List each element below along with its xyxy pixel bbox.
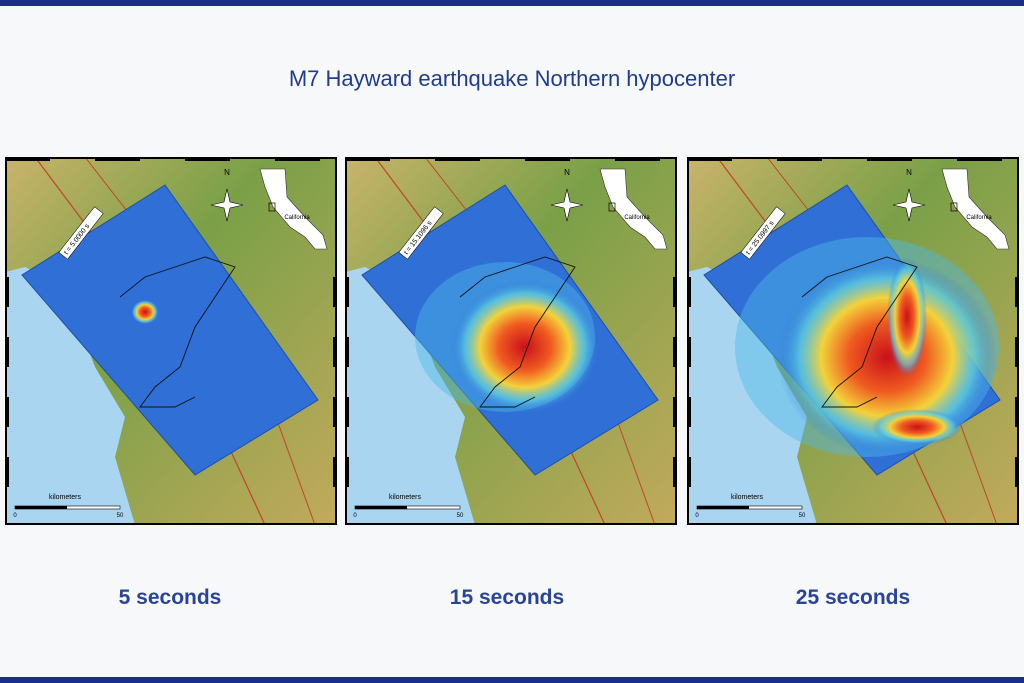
- frame-tick: [275, 157, 320, 161]
- scale-title: kilometers: [731, 494, 763, 501]
- shaking: [450, 279, 600, 415]
- frame-tick: [1015, 277, 1019, 307]
- frame-tick: [687, 277, 691, 307]
- state-label: California: [284, 215, 310, 221]
- scale-max: 50: [117, 513, 124, 519]
- frame-tick: [333, 277, 337, 307]
- top-bar: [0, 0, 1024, 6]
- frame-tick: [95, 157, 140, 161]
- ocean: [345, 267, 475, 525]
- time-label-box: [58, 206, 104, 260]
- frame-tick: [345, 157, 390, 161]
- frame-tick: [1015, 457, 1019, 487]
- frame-tick: [1015, 397, 1019, 427]
- frame-tick: [673, 277, 677, 307]
- scale-title: kilometers: [389, 494, 421, 501]
- frame-tick: [333, 337, 337, 367]
- frame-tick: [345, 397, 349, 427]
- scale-max: 50: [799, 513, 806, 519]
- frame-tick: [5, 397, 9, 427]
- map-panel: t = 5.0000 s N California kilometers 0 50: [5, 156, 337, 526]
- north-label: N: [564, 168, 570, 177]
- frame-tick: [687, 157, 732, 161]
- bottom-bar: [0, 677, 1024, 683]
- bay-outline: [119, 256, 236, 408]
- inset-box: [608, 202, 616, 212]
- scale-min: 0: [695, 513, 699, 519]
- frame-tick: [615, 157, 660, 161]
- frame-tick: [867, 157, 912, 161]
- frame-tick: [1015, 337, 1019, 367]
- frame-tick: [673, 397, 677, 427]
- frame-tick: [525, 157, 570, 161]
- shaking: [872, 409, 962, 445]
- state-label: California: [966, 215, 992, 221]
- state-label: California: [624, 215, 650, 221]
- scale-max: 50: [457, 513, 464, 519]
- california-inset: [941, 168, 1010, 250]
- caption: 5 seconds: [118, 586, 222, 609]
- california-inset: [259, 168, 328, 250]
- frame-tick: [345, 337, 349, 367]
- scale-min: 0: [13, 513, 17, 519]
- north-label: N: [224, 168, 230, 177]
- frame-tick: [673, 457, 677, 487]
- compass: [550, 188, 584, 222]
- inset-box: [950, 202, 958, 212]
- frame-tick: [5, 337, 9, 367]
- caption: 15 seconds: [449, 586, 565, 609]
- frame-tick: [185, 157, 230, 161]
- frame-tick: [333, 457, 337, 487]
- map-panel: t = 25.0997 s N California kilometers 0 50: [687, 156, 1019, 526]
- scale-bar: [15, 506, 67, 509]
- frame-tick: [957, 157, 1002, 161]
- shaking: [131, 299, 159, 325]
- frame-tick: [673, 337, 677, 367]
- scale-bar: [697, 506, 749, 509]
- title: M7 Hayward earthquake Northern hypocente…: [288, 66, 736, 91]
- inset-box: [268, 202, 276, 212]
- caption: 25 seconds: [795, 586, 911, 609]
- shaking: [777, 258, 997, 456]
- scale-title: kilometers: [49, 494, 81, 501]
- ocean: [687, 267, 817, 525]
- bay-outline: [801, 256, 918, 408]
- frame-tick: [5, 277, 9, 307]
- frame-tick: [687, 457, 691, 487]
- shaking: [887, 257, 927, 377]
- ocean: [5, 267, 135, 525]
- scale-min: 0: [353, 513, 357, 519]
- compass: [210, 188, 244, 222]
- frame-tick: [687, 397, 691, 427]
- north-label: N: [906, 168, 912, 177]
- frame-tick: [687, 337, 691, 367]
- frame-tick: [777, 157, 822, 161]
- frame-tick: [5, 457, 9, 487]
- frame-tick: [333, 397, 337, 427]
- frame-tick: [345, 457, 349, 487]
- bay-outline: [459, 256, 576, 408]
- time-label-box: [740, 206, 786, 260]
- compass: [892, 188, 926, 222]
- map-panel: t = 15.1096 s N California kilometers 0 50: [345, 156, 677, 526]
- scale-bar: [355, 506, 407, 509]
- frame-tick: [345, 277, 349, 307]
- california-inset: [599, 168, 668, 250]
- frame-tick: [5, 157, 50, 161]
- frame-tick: [435, 157, 480, 161]
- time-label-box: [398, 206, 444, 260]
